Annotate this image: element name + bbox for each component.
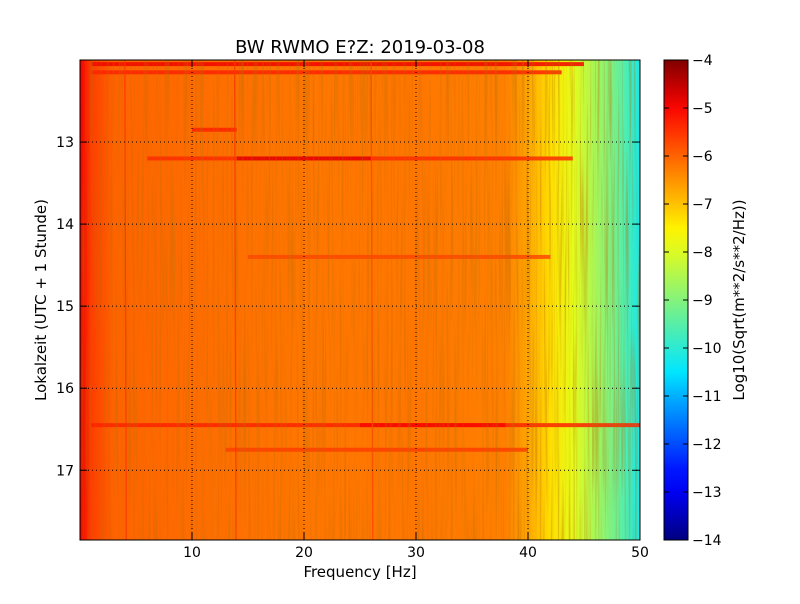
y-axis: 13 14 15 16 17: [56, 135, 640, 479]
y-tick-label: 15: [56, 299, 74, 315]
colorbar-tick-label: −12: [692, 437, 722, 453]
x-tick-label: 10: [183, 545, 201, 561]
colorbar-tick-label: −6: [692, 149, 713, 165]
y-tick-label: 16: [56, 381, 74, 397]
colorbar-tick-label: −14: [692, 533, 722, 549]
x-axis-label: Frequency [Hz]: [303, 563, 416, 581]
y-tick-label: 17: [56, 463, 74, 479]
y-tick-label: 14: [56, 217, 74, 233]
colorbar-tick-label: −5: [692, 101, 713, 117]
x-tick-label: 30: [407, 545, 425, 561]
colorbar-ticks: −4 −5 −6 −7 −8 −9 −10 −11 −12 −13 −14: [664, 53, 722, 549]
x-axis: 10 20 30 40 50: [183, 60, 649, 561]
x-tick-label: 50: [631, 545, 649, 561]
colorbar-tick-label: −10: [692, 341, 722, 357]
plot-area: [80, 60, 640, 540]
y-tick-label: 13: [56, 135, 74, 151]
noise-texture: [80, 60, 640, 540]
colorbar-tick-label: −4: [692, 53, 713, 69]
colorbar-tick-label: −8: [692, 245, 713, 261]
y-axis-label: Lokalzeit (UTC + 1 Stunde): [32, 199, 50, 401]
plot-frame: [79, 59, 641, 541]
colorbar-tick-label: −9: [692, 293, 713, 309]
colorbar-tick-label: −13: [692, 485, 722, 501]
x-tick-label: 40: [519, 545, 537, 561]
grid-layer: [80, 60, 640, 540]
colorbar-tick-label: −11: [692, 389, 722, 405]
colorbar: −4 −5 −6 −7 −8 −9 −10 −11 −12 −13 −14: [663, 53, 722, 549]
x-tick-label: 20: [295, 545, 313, 561]
colorbar-tick-label: −7: [692, 197, 713, 213]
colorbar-label: Log10(Sqrt(m**2/s**2/Hz)): [730, 199, 748, 400]
chart-title: BW RWMO E?Z: 2019-03-08: [235, 37, 485, 58]
